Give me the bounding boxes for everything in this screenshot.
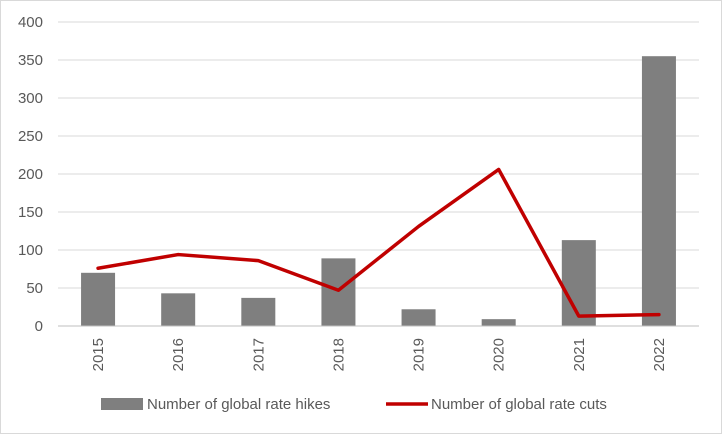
- legend-swatch-hikes: [101, 398, 143, 410]
- bar-2020: [481, 319, 516, 326]
- bar-series-hikes: [81, 56, 676, 326]
- x-tick-label: 2018: [330, 338, 347, 371]
- x-tick-label: 2020: [491, 338, 508, 371]
- y-tick-label: 50: [26, 280, 43, 297]
- bar-2021: [561, 240, 596, 326]
- y-tick-label: 300: [18, 90, 43, 107]
- y-tick-label: 350: [18, 52, 43, 69]
- gridlines: [58, 21, 699, 289]
- y-tick-label: 150: [18, 204, 43, 221]
- legend-label-hikes: Number of global rate hikes: [147, 396, 330, 413]
- line-series-cuts: [96, 167, 661, 318]
- x-tick-label: 2016: [170, 338, 187, 371]
- x-tick-label: 2021: [571, 338, 588, 371]
- y-tick-label: 0: [35, 318, 43, 335]
- line-cuts: [96, 167, 661, 318]
- x-tick-label: 2017: [250, 338, 267, 371]
- legend: Number of global rate hikes Number of gl…: [101, 396, 607, 413]
- x-tick-label: 2019: [411, 338, 428, 371]
- bar-2015: [81, 272, 116, 326]
- y-tick-label: 100: [18, 242, 43, 259]
- y-tick-label: 400: [18, 14, 43, 31]
- y-tick-label: 200: [18, 166, 43, 183]
- x-tick-label: 2022: [651, 338, 668, 371]
- bar-2022: [641, 56, 676, 326]
- y-tick-label: 250: [18, 128, 43, 145]
- y-axis-ticks: 0 50 100 150 200 250 300 350 400: [18, 14, 43, 335]
- bar-2019: [401, 309, 436, 326]
- bar-2017: [241, 297, 276, 326]
- x-tick-label: 2015: [90, 338, 107, 371]
- legend-label-cuts: Number of global rate cuts: [431, 396, 607, 413]
- bar-2016: [161, 293, 196, 326]
- x-axis-ticks: 2015 2016 2017 2018 2019 2020 2021 2022: [90, 338, 668, 371]
- bar-2018: [321, 258, 356, 326]
